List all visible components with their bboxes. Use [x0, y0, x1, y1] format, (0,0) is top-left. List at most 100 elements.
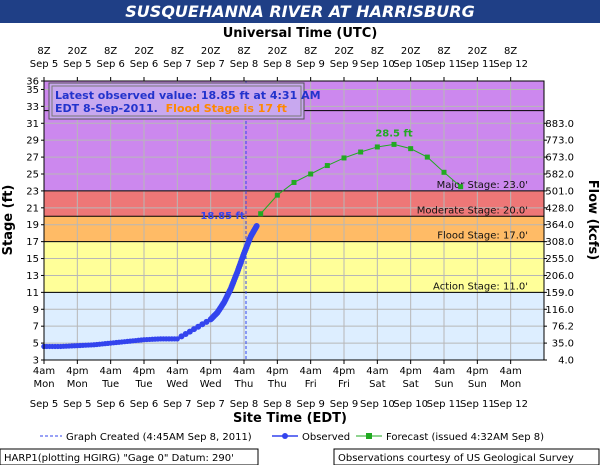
bottom-tick-time: 4am [166, 366, 188, 377]
bottom-tick-time: 4am [500, 366, 522, 377]
bottom-tick-day: Mon [500, 379, 521, 390]
footer-credit: Observations courtesy of US Geological S… [338, 453, 574, 464]
footer-datum: HARP1(plotting HGIRG) "Gage 0" Datum: 29… [4, 453, 234, 464]
forecast-point [441, 169, 447, 175]
major-stage-label: Major Stage: 23.0' [437, 180, 528, 191]
bottom-tick-date: Sep 11 [427, 399, 462, 410]
left-tick-label: 19 [26, 220, 39, 231]
bottom-tick-date: Sep 5 [30, 399, 58, 410]
left-tick-label: 23 [26, 186, 39, 197]
forecast-point [324, 163, 330, 169]
forecast-point [424, 154, 430, 160]
bottom-tick-date: Sep 7 [196, 399, 224, 410]
bottom-tick-date: Sep 10 [393, 399, 428, 410]
forecast-point [358, 149, 364, 155]
right-tick-label: 364.0 [545, 220, 574, 231]
forecast-point [291, 179, 297, 185]
bottom-tick-day: Wed [166, 379, 188, 390]
top-axis-title: Universal Time (UTC) [223, 26, 378, 41]
right-tick-label: 4.0 [558, 356, 574, 367]
moderate-band [44, 190, 544, 217]
footer-right-box [333, 448, 600, 465]
info-date: EDT 8-Sep-2011. [55, 102, 158, 115]
plot-frame [43, 80, 545, 361]
moderate-stage-label: Moderate Stage: 20.0' [417, 205, 528, 216]
bottom-tick-date: Sep 10 [360, 399, 395, 410]
left-tick-label: 5 [33, 339, 39, 350]
top-tick-time: 20Z [201, 46, 221, 57]
legend-graph-created: Graph Created (4:45AM Sep 8, 2011) [66, 432, 252, 443]
bottom-tick-day: Tue [101, 379, 119, 390]
top-tick-time: 8Z [437, 46, 450, 57]
y-axis-title: Stage (ft) [1, 185, 16, 256]
right-tick-label: 673.0 [545, 153, 574, 164]
bottom-tick-day: Sat [369, 379, 385, 390]
left-tick-label: 17 [26, 237, 39, 248]
legend-observed-marker [282, 433, 288, 439]
top-tick-date: Sep 6 [130, 59, 158, 70]
forecast-point [341, 155, 347, 161]
left-tick-label: 27 [26, 153, 39, 164]
forecast-point [308, 171, 314, 177]
bottom-tick-day: Mon [67, 379, 88, 390]
right-tick-label: 35.0 [552, 339, 574, 350]
bottom-tick-date: Sep 9 [330, 399, 358, 410]
left-tick-label: 15 [26, 254, 39, 265]
bottom-tick-date: Sep 8 [263, 399, 291, 410]
left-tick-label: 36 [26, 77, 39, 88]
forecast-point [374, 144, 380, 150]
left-tick-label: 31 [26, 119, 39, 130]
bottom-tick-day: Tue [134, 379, 152, 390]
chart-title: SUSQUEHANNA RIVER AT HARRISBURG [125, 2, 474, 21]
right-tick-label: 428.0 [545, 203, 574, 214]
right-tick-label: 582.0 [545, 170, 574, 181]
action-band [44, 241, 544, 293]
right-tick-label: 501.0 [545, 186, 574, 197]
top-tick-time: 20Z [268, 46, 288, 57]
top-tick-time: 20Z [134, 46, 154, 57]
info-latest-value: Latest observed value: 18.85 ft at 4:31 … [55, 89, 321, 102]
left-tick-label: 11 [26, 288, 39, 299]
top-axis-ticks: 8Z Sep 5 20Z Sep 5 8Z Sep 6 20Z Sep 6 8Z Sep 7 20Z… [30, 46, 528, 81]
bottom-tick-day: Wed [200, 379, 222, 390]
y2-axis-title: Flow (kcfs) [585, 180, 600, 260]
action-stage-label: Action Stage: 11.0' [433, 281, 528, 292]
forecast-point [458, 184, 464, 190]
observed-point [174, 336, 180, 342]
series-layer: 18.85 ft 28.5 ft [41, 81, 464, 360]
right-tick-label: 308.0 [545, 237, 574, 248]
bottom-tick-time: 4pm [466, 366, 488, 377]
info-box-inner [51, 85, 302, 117]
top-tick-time: 8Z [237, 46, 250, 57]
legend-observed: Observed [302, 432, 350, 443]
left-tick-label: 9 [33, 305, 39, 316]
left-tick-label: 13 [26, 271, 39, 282]
bottom-tick-time: 4am [100, 366, 122, 377]
observed-latest-label: 18.85 ft [200, 211, 244, 222]
legend-forecast: Forecast (issued 4:32AM Sep 8) [386, 432, 544, 443]
right-axis-ticks: 4.0 35.0 76.2 116.0 159.0 206.0 255.0 308.0 364.… [544, 119, 574, 367]
top-tick-date: Sep 9 [330, 59, 358, 70]
top-tick-date: Sep 11 [427, 59, 462, 70]
bottom-tick-day: Sat [402, 379, 418, 390]
bottom-tick-time: 4am [33, 366, 55, 377]
top-tick-time: 8Z [371, 46, 384, 57]
forecast-point [274, 192, 280, 198]
top-tick-time: 20Z [334, 46, 354, 57]
right-tick-label: 116.0 [545, 305, 574, 316]
top-tick-date: Sep 5 [63, 59, 91, 70]
right-tick-label: 206.0 [545, 271, 574, 282]
top-tick-time: 8Z [304, 46, 317, 57]
left-tick-label: 7 [33, 322, 39, 333]
left-tick-label: 21 [26, 203, 39, 214]
bottom-tick-day: Thu [267, 379, 287, 390]
top-tick-date: Sep 7 [196, 59, 224, 70]
bottom-tick-day: Thu [234, 379, 254, 390]
left-tick-label: 25 [26, 170, 39, 181]
top-tick-date: Sep 10 [393, 59, 428, 70]
bottom-tick-day: Sun [468, 379, 487, 390]
top-tick-date: Sep 8 [230, 59, 258, 70]
top-tick-date: Sep 7 [163, 59, 191, 70]
bottom-tick-time: 4pm [333, 366, 355, 377]
